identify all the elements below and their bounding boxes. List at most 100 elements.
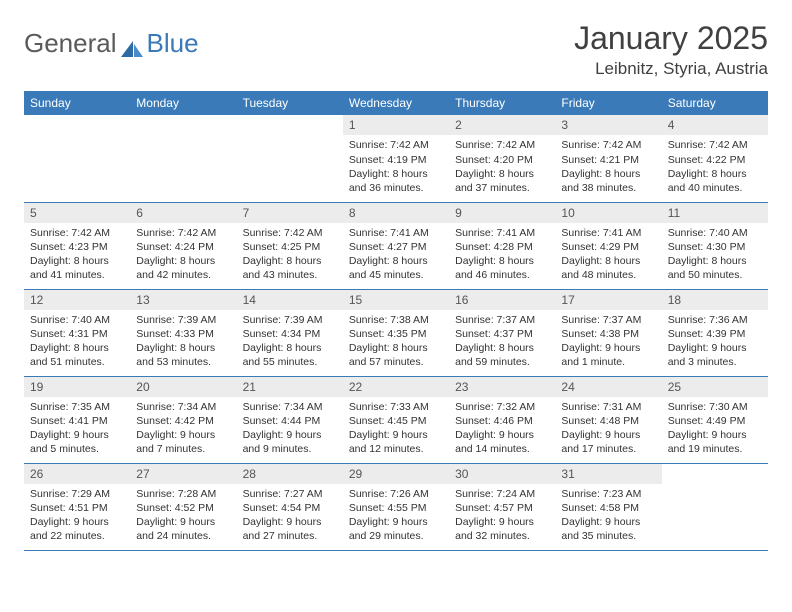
sunset: Sunset: 4:31 PM <box>30 327 124 341</box>
sunset: Sunset: 4:24 PM <box>136 240 230 254</box>
calendar-cell: 22Sunrise: 7:33 AMSunset: 4:45 PMDayligh… <box>343 376 449 463</box>
day-number: 30 <box>449 464 555 484</box>
daylight-line2: and 29 minutes. <box>349 529 443 543</box>
sunset: Sunset: 4:45 PM <box>349 414 443 428</box>
sunrise: Sunrise: 7:42 AM <box>30 226 124 240</box>
sunset: Sunset: 4:54 PM <box>243 501 337 515</box>
daylight-line2: and 19 minutes. <box>668 442 762 456</box>
daylight-line1: Daylight: 9 hours <box>561 515 655 529</box>
daylight-line2: and 3 minutes. <box>668 355 762 369</box>
daylight-line2: and 1 minute. <box>561 355 655 369</box>
sunset: Sunset: 4:42 PM <box>136 414 230 428</box>
sunrise: Sunrise: 7:32 AM <box>455 400 549 414</box>
sunset: Sunset: 4:44 PM <box>243 414 337 428</box>
sunset: Sunset: 4:49 PM <box>668 414 762 428</box>
sunset: Sunset: 4:30 PM <box>668 240 762 254</box>
daylight-line1: Daylight: 9 hours <box>30 515 124 529</box>
calendar-cell: 12 Sunrise: 7:40 AMSunset: 4:31 PMDayligh… <box>24 289 130 376</box>
daylight-line2: and 12 minutes. <box>349 442 443 456</box>
day-data: Sunrise: 7:28 AMSunset: 4:52 PMDaylight:… <box>130 484 236 548</box>
weekday-header-row: Sunday Monday Tuesday Wednesday Thursday… <box>24 91 768 115</box>
sunrise: Sunrise: 7:42 AM <box>455 138 549 152</box>
day-data: Sunrise: 7:31 AMSunset: 4:48 PMDaylight:… <box>555 397 661 461</box>
day-number: 11 <box>662 203 768 223</box>
day-number: 1 <box>343 115 449 135</box>
daylight-line1: Daylight: 9 hours <box>243 515 337 529</box>
sunset: Sunset: 4:48 PM <box>561 414 655 428</box>
day-number: 9 <box>449 203 555 223</box>
calendar-cell: 17Sunrise: 7:37 AMSunset: 4:38 PMDayligh… <box>555 289 661 376</box>
day-number: 25 <box>662 377 768 397</box>
sunrise: Sunrise: 7:23 AM <box>561 487 655 501</box>
daylight-line2: and 43 minutes. <box>243 268 337 282</box>
daylight-line2: and 51 minutes. <box>30 355 124 369</box>
sunrise: Sunrise: 7:39 AM <box>136 313 230 327</box>
sunset: Sunset: 4:25 PM <box>243 240 337 254</box>
calendar-table: Sunday Monday Tuesday Wednesday Thursday… <box>24 91 768 551</box>
day-number: 23 <box>449 377 555 397</box>
calendar-cell: 27Sunrise: 7:28 AMSunset: 4:52 PMDayligh… <box>130 463 236 550</box>
sunrise: Sunrise: 7:40 AM <box>30 313 124 327</box>
daylight-line2: and 5 minutes. <box>30 442 124 456</box>
daylight-line2: and 40 minutes. <box>668 181 762 195</box>
day-data: Sunrise: 7:32 AMSunset: 4:46 PMDaylight:… <box>449 397 555 461</box>
day-data: Sunrise: 7:38 AMSunset: 4:35 PMDaylight:… <box>343 310 449 374</box>
daylight-line2: and 14 minutes. <box>455 442 549 456</box>
page-title: January 2025 <box>574 20 768 57</box>
day-data: Sunrise: 7:35 AMSunset: 4:41 PMDaylight:… <box>24 397 130 461</box>
daylight-line2: and 22 minutes. <box>30 529 124 543</box>
calendar-cell: 2Sunrise: 7:42 AMSunset: 4:20 PMDaylight… <box>449 115 555 202</box>
day-number: 16 <box>449 290 555 310</box>
day-number: 24 <box>555 377 661 397</box>
day-data: Sunrise: 7:42 AMSunset: 4:20 PMDaylight:… <box>449 135 555 199</box>
sunrise: Sunrise: 7:36 AM <box>668 313 762 327</box>
calendar-cell: 7Sunrise: 7:42 AMSunset: 4:25 PMDaylight… <box>237 202 343 289</box>
brand-part2: Blue <box>147 28 199 59</box>
daylight-line2: and 55 minutes. <box>243 355 337 369</box>
sunset: Sunset: 4:28 PM <box>455 240 549 254</box>
sunrise: Sunrise: 7:34 AM <box>136 400 230 414</box>
sunset: Sunset: 4:57 PM <box>455 501 549 515</box>
weekday-header: Sunday <box>24 91 130 115</box>
day-data: Sunrise: 7:39 AMSunset: 4:34 PMDaylight:… <box>237 310 343 374</box>
calendar-cell: .. <box>237 115 343 202</box>
day-data: Sunrise: 7:24 AMSunset: 4:57 PMDaylight:… <box>449 484 555 548</box>
day-number: 7 <box>237 203 343 223</box>
day-number: 5 <box>24 203 130 223</box>
day-data: Sunrise: 7:26 AMSunset: 4:55 PMDaylight:… <box>343 484 449 548</box>
sunrise: Sunrise: 7:41 AM <box>349 226 443 240</box>
sunset: Sunset: 4:58 PM <box>561 501 655 515</box>
calendar-cell: 14Sunrise: 7:39 AMSunset: 4:34 PMDayligh… <box>237 289 343 376</box>
calendar-cell: 29Sunrise: 7:26 AMSunset: 4:55 PMDayligh… <box>343 463 449 550</box>
day-data: Sunrise: 7:42 AMSunset: 4:19 PMDaylight:… <box>343 135 449 199</box>
sunrise: Sunrise: 7:37 AM <box>455 313 549 327</box>
daylight-line2: and 53 minutes. <box>136 355 230 369</box>
daylight-line2: and 32 minutes. <box>455 529 549 543</box>
sunset: Sunset: 4:51 PM <box>30 501 124 515</box>
daylight-line2: and 46 minutes. <box>455 268 549 282</box>
daylight-line1: Daylight: 8 hours <box>30 341 124 355</box>
daylight-line1: Daylight: 9 hours <box>455 428 549 442</box>
header: General Blue January 2025 Leibnitz, Styr… <box>24 20 768 79</box>
day-number: 13 <box>130 290 236 310</box>
daylight-line2: and 38 minutes. <box>561 181 655 195</box>
daylight-line2: and 27 minutes. <box>243 529 337 543</box>
day-number: 6 <box>130 203 236 223</box>
calendar-cell: 24Sunrise: 7:31 AMSunset: 4:48 PMDayligh… <box>555 376 661 463</box>
day-data: Sunrise: 7:39 AMSunset: 4:33 PMDaylight:… <box>130 310 236 374</box>
daylight-line1: Daylight: 8 hours <box>455 254 549 268</box>
sunset: Sunset: 4:33 PM <box>136 327 230 341</box>
calendar-cell: .. <box>130 115 236 202</box>
calendar-cell: 26Sunrise: 7:29 AMSunset: 4:51 PMDayligh… <box>24 463 130 550</box>
sunset: Sunset: 4:37 PM <box>455 327 549 341</box>
daylight-line1: Daylight: 9 hours <box>243 428 337 442</box>
day-number: 12 <box>24 290 130 310</box>
sunrise: Sunrise: 7:40 AM <box>668 226 762 240</box>
weekday-header: Monday <box>130 91 236 115</box>
daylight-line1: Daylight: 8 hours <box>136 341 230 355</box>
sunset: Sunset: 4:41 PM <box>30 414 124 428</box>
daylight-line2: and 36 minutes. <box>349 181 443 195</box>
calendar-cell: 31Sunrise: 7:23 AMSunset: 4:58 PMDayligh… <box>555 463 661 550</box>
daylight-line2: and 24 minutes. <box>136 529 230 543</box>
daylight-line1: Daylight: 8 hours <box>455 341 549 355</box>
